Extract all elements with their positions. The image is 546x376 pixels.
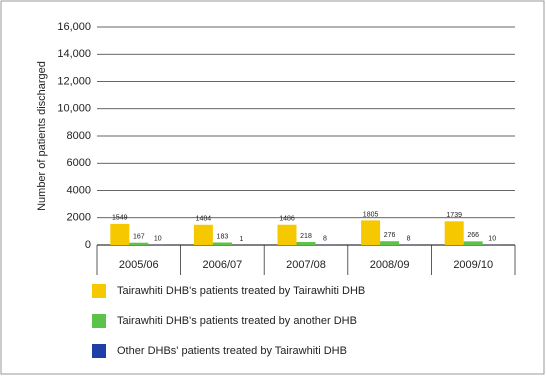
value-label: 1: [239, 236, 243, 243]
value-label: 218: [300, 233, 312, 240]
bar: [277, 224, 297, 245]
legend-label: Tairawhiti DHB's patients treated by Tai…: [117, 285, 365, 297]
value-label: 183: [217, 233, 229, 240]
y-tick-label: 6000: [67, 157, 91, 169]
x-tick-label: 2007/08: [286, 259, 326, 271]
value-label: 10: [488, 236, 496, 243]
value-label: 8: [323, 236, 327, 243]
legend-label: Other DHBs' patients treated by Tairawhi…: [117, 345, 347, 357]
bar: [110, 223, 130, 245]
value-label: 167: [133, 234, 145, 241]
y-tick-label: 0: [85, 239, 91, 251]
x-tick-label: 2006/07: [203, 259, 243, 271]
y-tick-label: 4000: [67, 184, 91, 196]
bar: [361, 220, 381, 245]
bar: [463, 241, 483, 245]
bar: [193, 224, 213, 245]
y-axis-title: Number of patients discharged: [36, 61, 48, 211]
y-tick-label: 12,000: [57, 75, 91, 87]
x-tick-label: 2008/09: [370, 259, 410, 271]
value-label: 1486: [279, 216, 295, 223]
y-tick-label: 14,000: [57, 48, 91, 60]
value-label: 1805: [363, 211, 379, 218]
bar: [380, 241, 400, 245]
value-label: 1549: [112, 215, 128, 222]
value-label: 266: [467, 232, 479, 239]
value-label: 1739: [446, 212, 462, 219]
x-tick-label: 2009/10: [453, 259, 493, 271]
value-label: 10: [154, 236, 162, 243]
y-tick-label: 8000: [67, 130, 91, 142]
legend-label: Tairawhiti DHB's patients treated by ano…: [117, 315, 357, 327]
value-label: 276: [384, 232, 396, 239]
y-tick-label: 16,000: [57, 21, 91, 33]
x-tick-label: 2005/06: [119, 259, 159, 271]
value-label: 8: [407, 236, 411, 243]
legend-swatch: [92, 314, 106, 328]
bar: [129, 242, 149, 245]
bar: [444, 221, 464, 245]
y-tick-label: 2000: [67, 212, 91, 224]
y-tick-label: 10,000: [57, 103, 91, 115]
legend-swatch: [92, 344, 106, 358]
bar: [212, 242, 232, 245]
value-label: 1484: [196, 216, 212, 223]
legend-swatch: [92, 284, 106, 298]
bar: [296, 242, 316, 245]
